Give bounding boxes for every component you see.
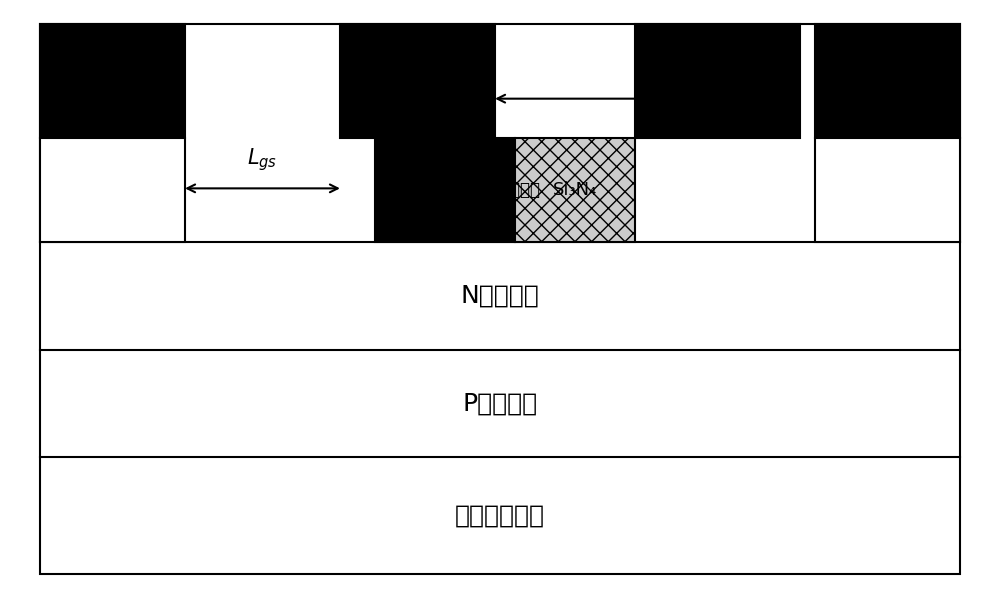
Bar xyxy=(40,24,185,138)
Bar xyxy=(40,138,185,242)
Bar xyxy=(815,138,960,242)
Text: N+: N+ xyxy=(869,178,906,202)
Bar xyxy=(375,138,515,242)
Bar xyxy=(815,24,960,138)
Text: 场板: 场板 xyxy=(700,30,730,54)
Bar xyxy=(340,24,495,138)
Text: N型沟道层: N型沟道层 xyxy=(461,284,539,308)
Bar xyxy=(515,138,635,242)
Text: 阶梯缓冲层: 阶梯缓冲层 xyxy=(490,181,540,199)
Text: 漏极: 漏极 xyxy=(872,30,902,54)
Text: 栅极: 栅极 xyxy=(400,30,430,54)
Text: N+: N+ xyxy=(94,178,131,202)
Text: Si₃N₄: Si₃N₄ xyxy=(553,181,597,199)
Text: 源极: 源极 xyxy=(97,30,127,54)
Text: P型缓冲层: P型缓冲层 xyxy=(462,392,538,416)
Text: $L_{gs}$: $L_{gs}$ xyxy=(247,147,278,173)
Text: $L_{gf}$: $L_{gf}$ xyxy=(500,147,530,173)
Text: 半绝缘衬底层: 半绝缘衬底层 xyxy=(455,504,545,528)
Text: $L_{gd}$: $L_{gd}$ xyxy=(651,57,684,84)
Bar xyxy=(635,24,800,138)
